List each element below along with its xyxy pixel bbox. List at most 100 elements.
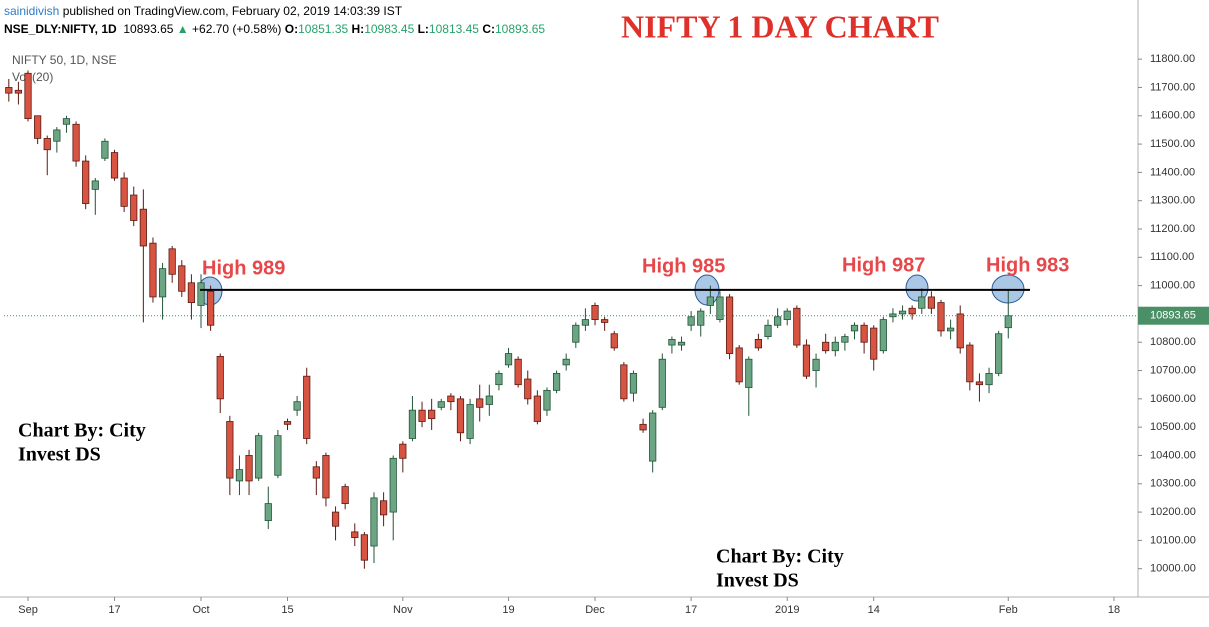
candle-body (562, 358, 570, 366)
change: +62.70 (+0.58%) (192, 22, 282, 36)
candle-body (774, 316, 782, 326)
x-tick-label: 2019 (775, 604, 799, 616)
candle-body (34, 115, 42, 139)
candle-body (110, 152, 119, 179)
x-tick-label: Oct (192, 604, 209, 616)
candle-body (178, 265, 186, 292)
y-tick-label: 10600.00 (1150, 393, 1196, 405)
candle-body (303, 375, 311, 439)
candle-body (620, 364, 628, 400)
candle-body (850, 324, 859, 332)
y-tick-label: 11800.00 (1150, 53, 1195, 65)
candle-body (255, 435, 263, 479)
y-tick-label: 10300.00 (1150, 478, 1196, 490)
candle-body (802, 344, 811, 377)
y-tick-label: 10800.00 (1150, 336, 1196, 348)
candle-body (601, 319, 609, 323)
candle-body (937, 302, 945, 332)
x-tick-label: 14 (868, 604, 880, 616)
x-tick-label: Feb (999, 604, 1018, 616)
candle-body (870, 327, 878, 360)
candle-body (476, 398, 484, 408)
candle-body (5, 87, 13, 94)
last-price-tag (1138, 306, 1209, 325)
candle-body (908, 307, 916, 315)
candle-body (572, 324, 580, 343)
candle-body (764, 324, 772, 337)
candle-body (226, 421, 234, 479)
x-tick-label: Sep (18, 604, 38, 616)
x-tick-label: 19 (502, 604, 514, 616)
candle-body (658, 358, 666, 408)
candle-body (639, 423, 647, 431)
candle-body (956, 313, 964, 349)
candle-body (533, 395, 541, 422)
candle-body (139, 208, 147, 247)
x-tick-label: 17 (685, 604, 697, 616)
candle-body (466, 404, 474, 439)
candle-body (495, 372, 503, 386)
y-tick-label: 11300.00 (1150, 195, 1195, 207)
candle-body (293, 401, 301, 411)
credit: Invest DS (716, 570, 799, 592)
candle-body (552, 372, 561, 391)
candle-body (168, 248, 176, 275)
candle-body (158, 268, 167, 298)
candle-body (120, 177, 128, 207)
quote-value: 10813.45 (428, 22, 479, 36)
candle-body (322, 455, 330, 499)
y-tick-label: 11600.00 (1150, 110, 1195, 122)
candle-body (725, 296, 734, 354)
symbol: NSE_DLY:NIFTY, 1D (4, 22, 117, 36)
y-tick-label: 11100.00 (1150, 251, 1194, 263)
candle-body (351, 531, 359, 538)
quote-label: L: (417, 22, 429, 36)
candle-body (130, 194, 138, 221)
candle-body (447, 395, 455, 403)
last-price-label: 10893.65 (1150, 310, 1196, 322)
candle-body (408, 409, 417, 439)
candle-body (485, 395, 493, 405)
credit: Chart By: City (716, 546, 844, 568)
candle-body (341, 486, 349, 504)
candle-body (514, 358, 522, 386)
author[interactable]: sainidivish (4, 4, 60, 18)
x-tick-label: 18 (1108, 604, 1120, 616)
candle-body (581, 319, 590, 326)
candle-body (418, 409, 426, 422)
y-tick-label: 11400.00 (1150, 166, 1195, 178)
candle-body (456, 398, 465, 434)
candle-body (927, 296, 935, 309)
candle-body (14, 89, 23, 94)
x-tick-label: Nov (393, 604, 413, 616)
candle-body (245, 455, 253, 482)
candle-body (995, 333, 1003, 374)
candle-body (918, 296, 926, 309)
quote-value: 10851.35 (298, 22, 349, 36)
y-tick-label: 11200.00 (1150, 223, 1195, 235)
candle-body (543, 389, 551, 411)
candle-body (687, 316, 695, 326)
candle-body (1004, 315, 1012, 329)
quote-label: H: (351, 22, 365, 36)
candle-body (43, 138, 51, 151)
candle-body (360, 534, 368, 561)
candle-body (975, 381, 984, 386)
y-tick-label: 10100.00 (1150, 534, 1196, 546)
candle-body (370, 497, 378, 547)
candle-body (504, 353, 513, 366)
quote: O:10851.35 H:10983.45 L:10813.45 C:10893… (285, 22, 545, 36)
candle-body (149, 242, 157, 298)
candle-body (53, 129, 61, 142)
candle-body (591, 305, 599, 320)
candle-body (389, 457, 397, 513)
candle-body (82, 160, 90, 204)
candle-body (677, 341, 686, 346)
candle-body (197, 282, 205, 306)
candle-body (898, 310, 907, 315)
candle-body (668, 338, 676, 346)
candle-body (216, 355, 224, 400)
candle-body (735, 347, 743, 383)
candle-body (879, 319, 887, 352)
